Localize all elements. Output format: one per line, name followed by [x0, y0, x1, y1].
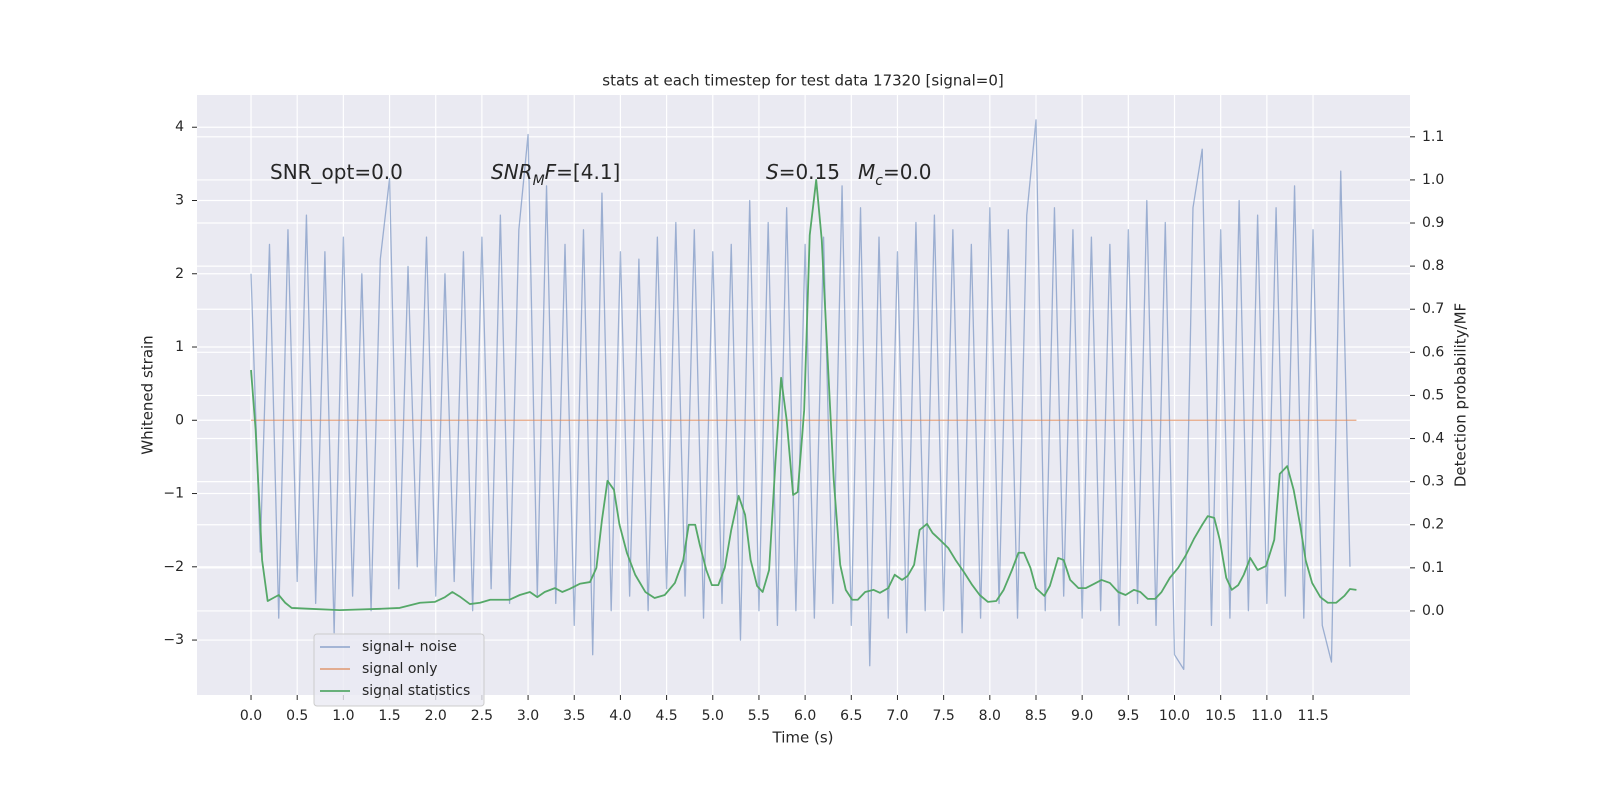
- x-tick-label: 5.5: [748, 708, 770, 724]
- x-tick-label: 7.5: [933, 708, 955, 724]
- legend-label: signal statistics: [362, 683, 470, 699]
- x-tick-label: 1.5: [378, 708, 400, 724]
- x-axis-label: Time (s): [772, 729, 834, 747]
- annotation-part: SNR: [491, 160, 533, 184]
- x-tick-label: 3.0: [517, 708, 539, 724]
- x-tick-label: 11.0: [1251, 708, 1282, 724]
- x-tick-label: 5.0: [702, 708, 724, 724]
- x-tick-label: 7.0: [886, 708, 908, 724]
- x-tick-label: 1.0: [332, 708, 354, 724]
- y2-tick-label: 0.0: [1422, 603, 1444, 619]
- y2-tick-label: 0.1: [1422, 560, 1444, 576]
- annotation: SNR_opt=0.0: [270, 160, 403, 184]
- annotation: Mc=0.0: [858, 160, 932, 190]
- annotation-part: F: [545, 160, 557, 184]
- x-tick-label: 0.5: [286, 708, 308, 724]
- legend-label: signal+ noise: [362, 639, 457, 655]
- y2-tick-label: 0.5: [1422, 387, 1444, 403]
- y2-tick-label: 0.6: [1422, 344, 1444, 360]
- x-tick-label: 8.0: [979, 708, 1001, 724]
- annotation-part: M: [533, 173, 545, 189]
- x-tick-label: 4.0: [609, 708, 631, 724]
- y2-axis-label: Detection probability/MF: [1452, 303, 1470, 487]
- series-line: [250, 179, 1357, 611]
- y-tick-label: 3: [175, 192, 184, 208]
- x-tick-label: 11.5: [1297, 708, 1328, 724]
- y2-tick-label: 1.1: [1422, 129, 1444, 145]
- x-tick-label: 4.5: [655, 708, 677, 724]
- x-tick-label: 10.5: [1205, 708, 1236, 724]
- y-tick-label: 4: [175, 119, 184, 135]
- y-tick-label: −2: [163, 559, 184, 575]
- legend-box: [313, 633, 485, 707]
- y-axis-label: Whitened strain: [139, 335, 157, 454]
- y-tick-label: 2: [175, 266, 184, 282]
- y-tick-label: 0: [175, 412, 184, 428]
- x-tick-label: 3.5: [563, 708, 585, 724]
- y2-tick-label: 1.0: [1422, 172, 1444, 188]
- x-tick-label: 6.5: [840, 708, 862, 724]
- legend-label: signal only: [362, 661, 437, 677]
- y2-tick-label: 0.7: [1422, 301, 1444, 317]
- y2-tick-label: 0.8: [1422, 258, 1444, 274]
- x-tick-label: 9.5: [1117, 708, 1139, 724]
- annotation-part: M: [858, 160, 875, 184]
- annotation-part: =0.15: [779, 160, 840, 184]
- annotation-part: c: [875, 173, 883, 189]
- x-tick-label: 9.0: [1071, 708, 1093, 724]
- y-tick-label: 1: [175, 339, 184, 355]
- annotation-part: SNR_opt=0.0: [270, 160, 403, 184]
- x-tick-label: 2.0: [425, 708, 447, 724]
- y2-tick-label: 0.2: [1422, 517, 1444, 533]
- annotation: SNRMF=[4.1]: [491, 160, 620, 190]
- y2-tick-label: 0.4: [1422, 431, 1444, 447]
- x-tick-label: 6.0: [794, 708, 816, 724]
- annotation-part: S: [766, 160, 779, 184]
- annotation-part: =[4.1]: [556, 160, 620, 184]
- x-tick-label: 0.0: [240, 708, 262, 724]
- chart-title: stats at each timestep for test data 173…: [602, 72, 1003, 90]
- x-tick-label: 8.5: [1025, 708, 1047, 724]
- x-tick-label: 10.0: [1159, 708, 1190, 724]
- x-tick-label: 2.5: [471, 708, 493, 724]
- series-line: [250, 119, 1351, 671]
- y2-tick-label: 0.9: [1422, 215, 1444, 231]
- y-tick-label: −3: [163, 632, 184, 648]
- y-tick-label: −1: [163, 486, 184, 502]
- y2-tick-label: 0.3: [1422, 474, 1444, 490]
- annotation-part: =0.0: [883, 160, 932, 184]
- annotation: S=0.15: [766, 160, 840, 184]
